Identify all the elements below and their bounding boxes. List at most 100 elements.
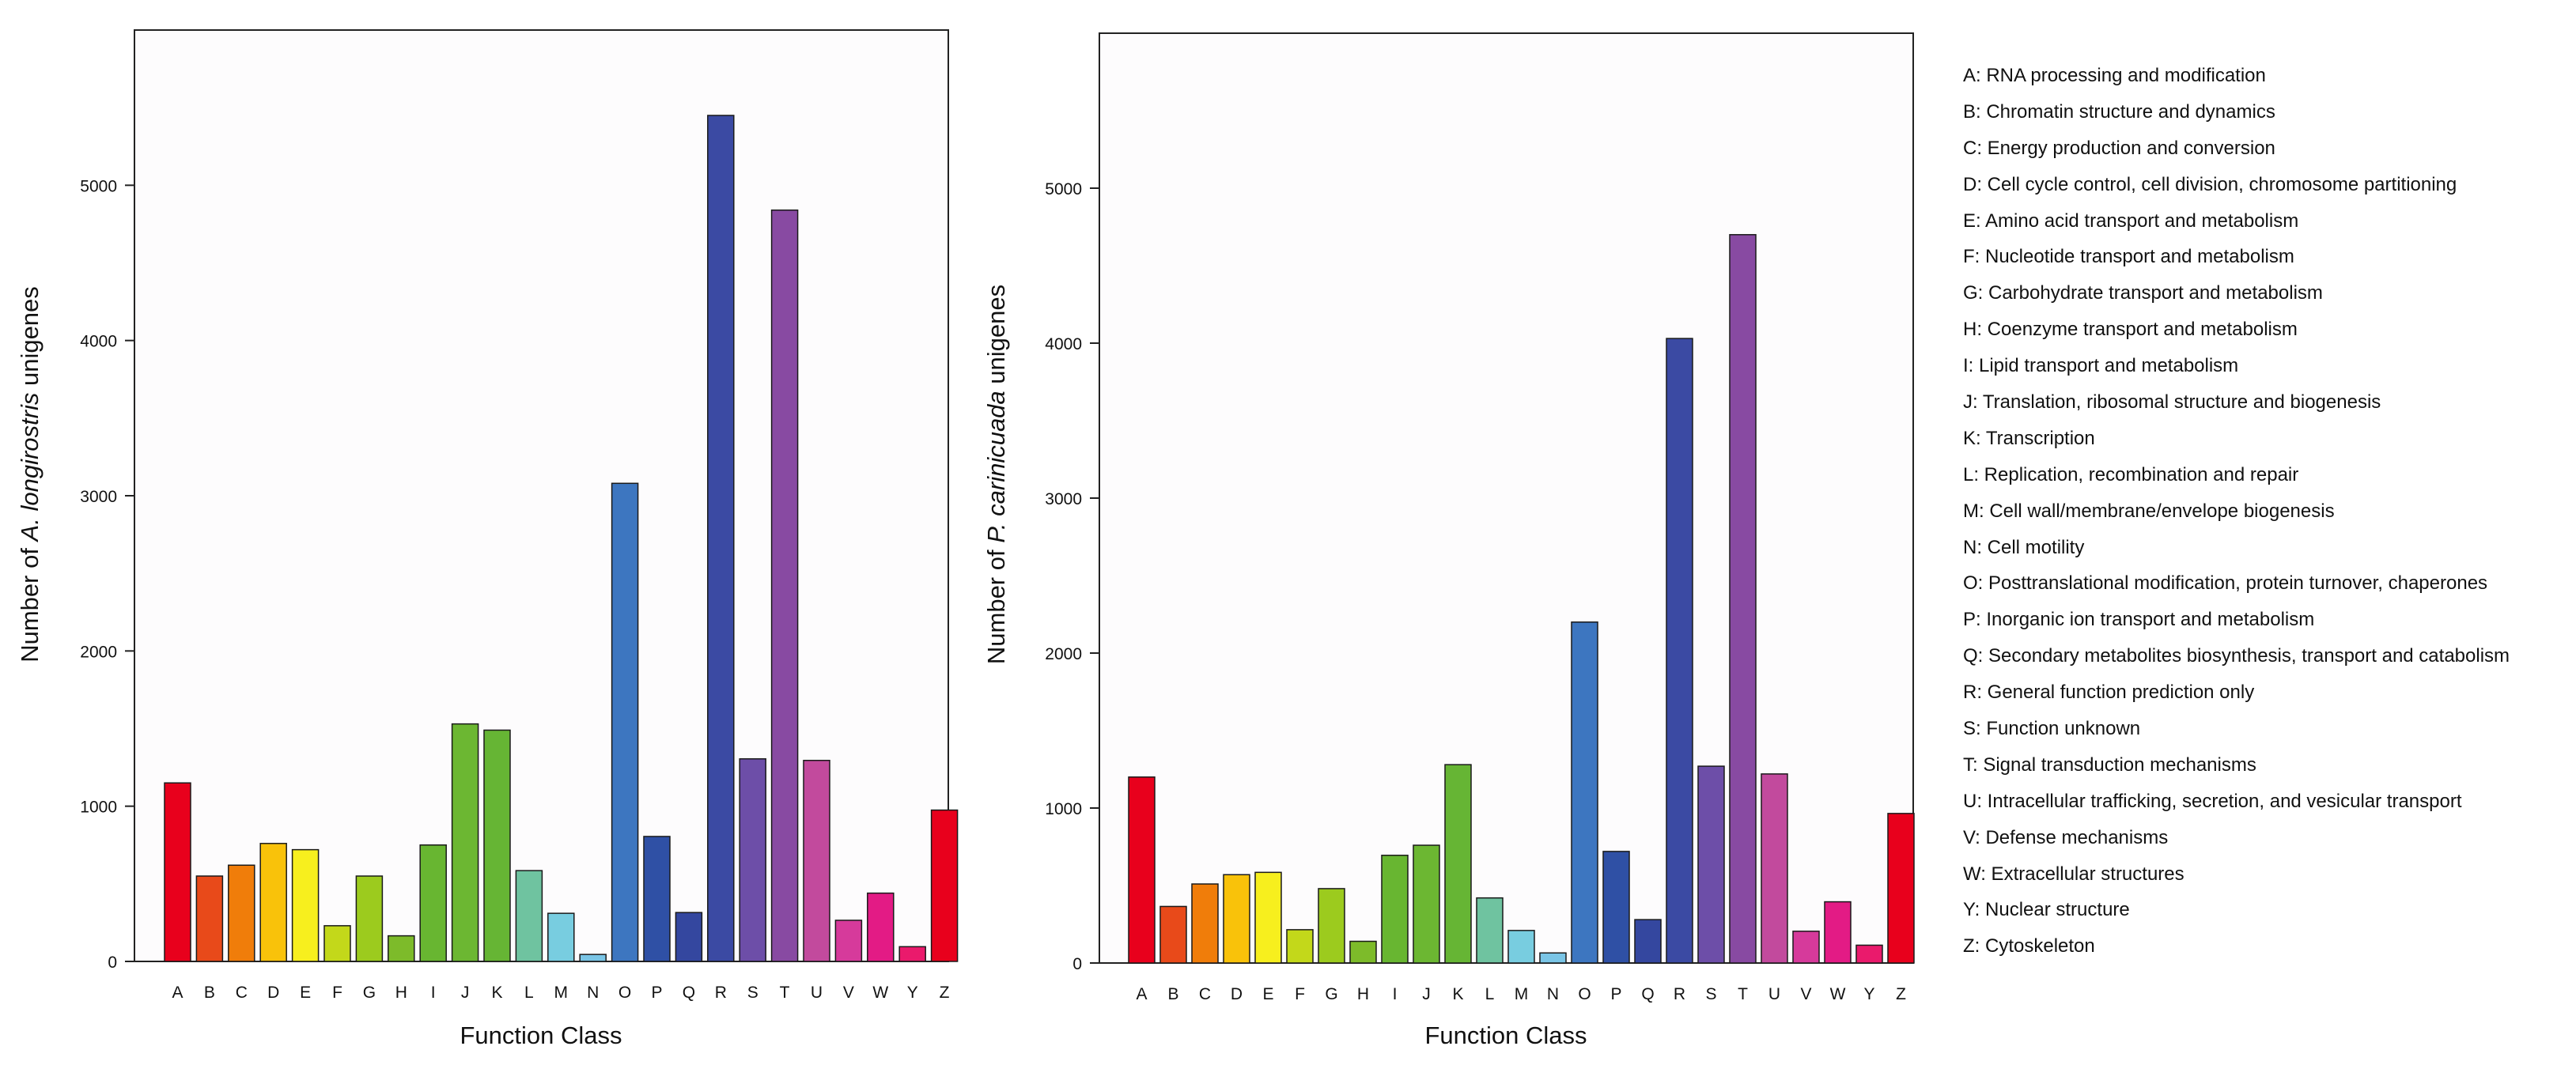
x-tick-label: B [204,984,215,1002]
x-tick-label: K [1452,985,1463,1003]
x-axis-label: Function Class [460,1022,622,1049]
legend-item: T: Signal transduction mechanisms [1963,753,2256,776]
y-axis-label: Number of P. carinicuada unigenes [982,285,1010,664]
legend-item: V: Defense mechanisms [1963,826,2169,848]
x-tick-label: O [618,984,631,1002]
bar-M [547,912,575,962]
bar-L [515,870,543,962]
legend-item: H: Coenzyme transport and metabolism [1963,319,2298,341]
y-tick-label: 2000 [80,643,117,661]
bar-O [1571,621,1598,964]
bar-S [1697,765,1725,964]
x-tick-label: L [1485,985,1495,1003]
y-tick-label: 4000 [80,333,117,351]
x-tick-label: P [1610,985,1621,1003]
x-tick-label: N [587,984,599,1002]
y-tick-label: 4000 [1045,335,1082,353]
legend-item: O: Posttranslational modification, prote… [1963,572,2488,595]
legend-item: N: Cell motility [1963,536,2085,558]
x-tick-label: E [300,984,311,1002]
x-tick-label: S [1705,985,1716,1003]
x-tick-label: A [172,984,183,1002]
x-tick-label: R [1674,985,1685,1003]
chart-panel-2: 0 1000 2000 3000 4000 5000 A B C D E F G H I J K L M N O P Q R S… [982,32,1915,1049]
x-axis-label: Function Class [1424,1022,1587,1049]
y-tick-label: 3000 [1045,490,1082,508]
bar-Y [1855,944,1883,964]
x-tick-label: Q [1641,985,1654,1003]
legend-item: P: Inorganic ion transport and metabolis… [1963,609,2315,631]
x-tick-label: Y [907,984,918,1002]
x-tick-label: Z [940,984,950,1002]
y-tick-label: 5000 [80,177,117,195]
bar-P [1602,851,1630,964]
x-tick-label: A [1136,985,1147,1003]
x-tick-label: W [1830,985,1846,1003]
x-tick-label: J [1422,985,1431,1003]
bar-P [643,836,671,962]
x-tick-label: Z [1896,985,1906,1003]
x-tick-label: D [1231,985,1243,1003]
x-tick-label: O [1578,985,1591,1003]
y-tick-label: 1000 [1045,800,1082,818]
bar-E [1254,871,1282,964]
y-tick-label: 0 [108,954,117,972]
bar-V [1792,931,1820,964]
x-tick-label: W [872,984,888,1002]
y-tick-label: 2000 [1045,645,1082,663]
bar-D [1223,874,1250,964]
legend-item: S: Function unknown [1963,718,2141,740]
legend-item: D: Cell cycle control, cell division, ch… [1963,173,2457,195]
x-tick-label: D [267,984,279,1002]
bar-U [803,759,830,962]
x-tick-label: M [1515,985,1529,1003]
legend: A: RNA processing and modification B: Chr… [1963,62,2510,969]
bar-O [611,482,639,962]
y-tick-label: 5000 [1045,180,1082,198]
bar-K [1444,764,1472,964]
legend-item: R: General function prediction only [1963,682,2255,704]
chart-panel-1: 0 1000 2000 3000 4000 5000 A B C D E F G H I J K L M N O P Q R S… [16,29,959,1049]
x-tick-label: Y [1863,985,1874,1003]
x-tick-label: Q [683,984,695,1002]
bar-L [1476,897,1504,964]
bar-K [483,729,511,962]
x-tick-label: E [1262,985,1273,1003]
legend-item: I: Lipid transport and metabolism [1963,355,2239,377]
legend-item: B: Chromatin structure and dynamics [1963,100,2275,123]
bar-E [291,848,320,962]
bar-B [1159,905,1187,964]
y-axis-label: Number of A. longirostris unigenes [16,286,44,663]
x-tick-label: C [1199,985,1211,1003]
x-tick-label: C [236,984,248,1002]
bar-F [1286,929,1314,964]
x-tick-label: V [843,984,854,1002]
x-tick-label: I [1393,985,1398,1003]
bar-H [1349,940,1377,964]
bar-D [259,843,287,962]
plot-frame [1099,32,1914,964]
x-tick-label: H [1357,985,1369,1003]
bar-H [388,935,415,962]
legend-item: A: RNA processing and modification [1963,65,2266,86]
x-tick-label: N [1547,985,1559,1003]
bar-Z [930,809,959,962]
bar-J [1413,844,1440,964]
bar-F [323,925,351,962]
bar-T [770,209,799,962]
x-tick-label: H [395,984,407,1002]
x-tick-label: P [651,984,662,1002]
x-tick-label: J [461,984,470,1002]
x-tick-label: G [363,984,376,1002]
bar-Z [1887,813,1915,964]
legend-item: U: Intracellular trafficking, secretion,… [1963,790,2462,812]
legend-item: F: Nucleotide transport and metabolism [1963,246,2294,268]
legend-item: Z: Cytoskeleton [1963,935,2095,957]
x-tick-label: G [1325,985,1337,1003]
legend-item: C: Energy production and conversion [1963,137,2275,159]
x-tick-label: T [1738,985,1748,1003]
x-tick-label: V [1800,985,1811,1003]
bar-W [867,892,895,962]
bar-N [1539,952,1567,964]
